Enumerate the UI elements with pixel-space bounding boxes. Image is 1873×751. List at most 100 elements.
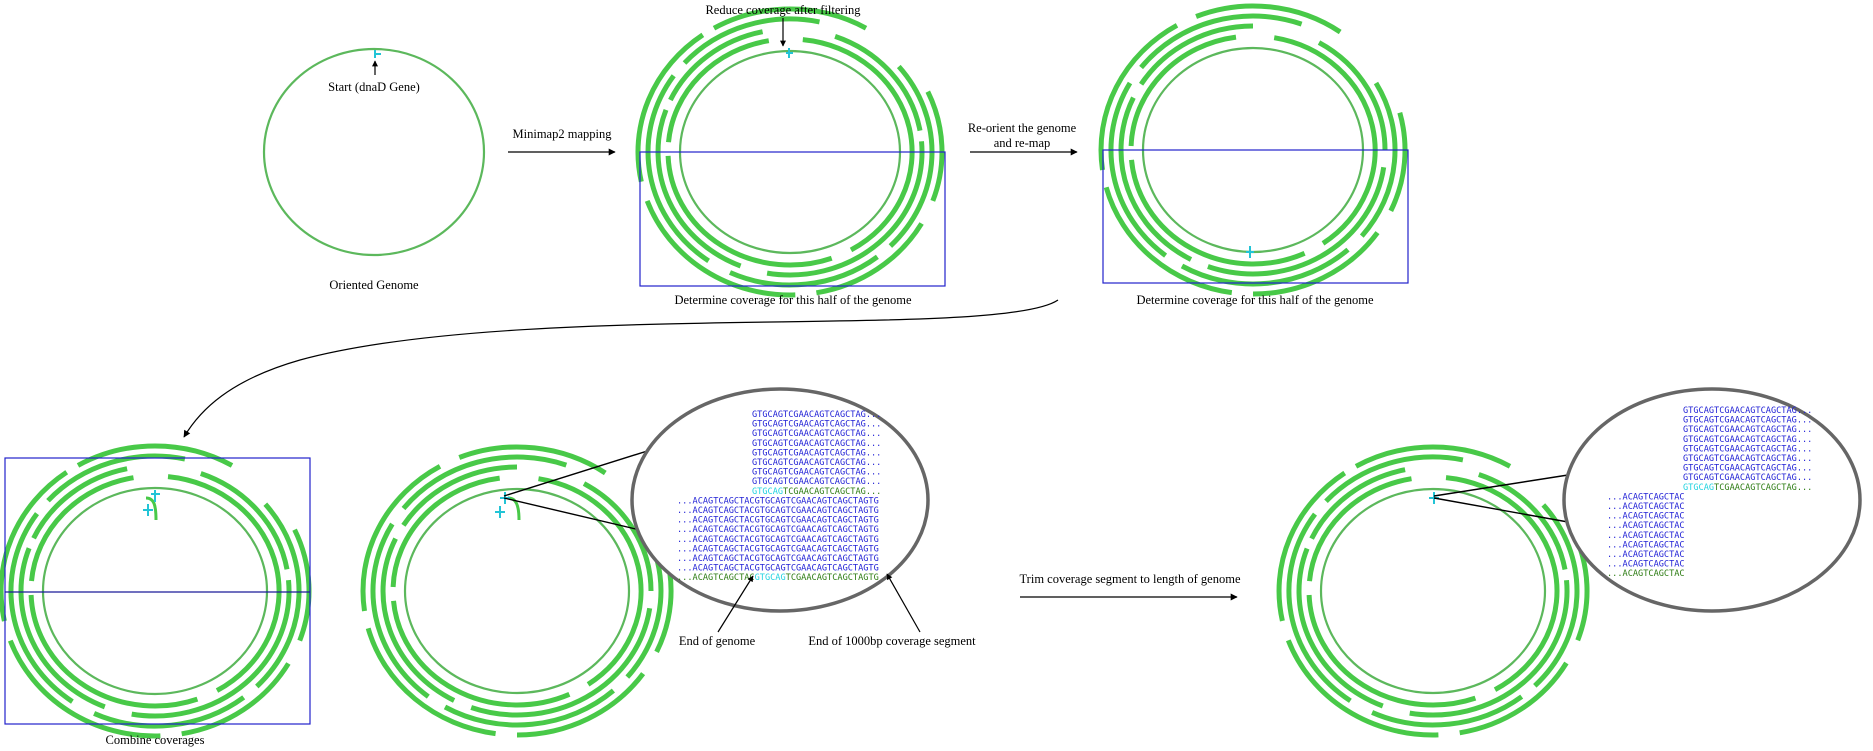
read-segment [365,627,496,737]
read-segment [1359,81,1398,238]
sequence-line: GTGCAGTCGAACAGTCAGCTAG... [752,420,881,430]
read-segment [1306,594,1477,708]
determine-label-1: Determine coverage for this half of the … [674,293,912,307]
reads-panel-4 [0,443,312,739]
read-segment [7,639,161,739]
reads-panel-2 [635,6,945,298]
read-segment [1445,475,1560,692]
read-segment [370,522,430,699]
genome-circle [403,487,631,695]
read-segment [1409,579,1570,718]
sequence-line: GTGCAGTCGAACAGTCAGCTAG... [1683,406,1812,416]
panel-mapped: Reduce coverage after filtering Determin… [635,3,946,307]
read-segment [1478,472,1568,570]
reads-panel-6 [1276,444,1590,738]
coverage-box [1102,149,1409,284]
read-segment [682,16,820,65]
zoom-circle [630,387,930,613]
sequence-line: GTGCAGTCGAACAGTCAGCTAG... [752,448,881,458]
combine-arrow [183,299,1059,438]
read-segment [644,199,796,298]
sequence-line: GTGCAGTCGAACAGTCAGCTAG... [1683,416,1812,426]
sequence-line: GTGCAGTCGAACAGTCAGCTAG... [752,410,881,420]
coverage-box [4,457,311,725]
read-segment [655,108,742,269]
read-segment [391,600,571,708]
read-segment [93,695,246,729]
read-segment [645,74,710,263]
sequence-line: ...ACAGTCAGCTAC [1607,502,1685,512]
read-segment [1354,444,1512,469]
sequence-line: ...ACAGTCAGCTACGTGCAGTCGAACAGTCAGCTAGTG [677,564,879,574]
read-segment [729,254,879,288]
start-label: Start (dnaD Gene) [328,80,420,94]
read-segment [76,443,234,468]
zoom-line-top [1433,474,1569,497]
end-genome-arrow [717,575,754,633]
reduce-label: Reduce coverage after filtering [705,3,861,17]
read-segment [1139,23,1254,86]
read-segment [834,34,923,132]
sequence-line-last: GTGCAGTCGAACAGTCAGCTAG... [1683,483,1812,493]
read-segment [1371,694,1524,728]
sequence-line: ...ACAGTCAGCTACGTGCAGTCGAACAGTCAGCTAGTG [677,525,879,535]
reads-panel-5 [360,444,674,738]
read-segment [1324,454,1464,504]
read-segment [712,6,868,31]
start-marker [786,48,793,58]
zoom-line-bottom [1433,497,1569,523]
read-segment [31,466,128,540]
read-segment [1273,35,1378,246]
reorient-label-2: and re-map [994,136,1051,150]
sequence-line: ...ACAGTCAGCTACGTGCAGTCGAACAGTCAGCTAGTG [677,544,879,554]
panel-combined: Combine coverages [0,443,312,747]
sequence-line: GTGCAGTCGAACAGTCAGCTAG... [752,458,881,468]
overhang-read [145,496,158,521]
genome-circle [1319,487,1547,695]
start-marker [1246,246,1254,258]
sequence-line: ...ACAGTCAGCTAC [1607,521,1685,531]
read-segment [1317,40,1388,151]
read-segment [181,662,291,737]
sequence-block-1: GTGCAGTCGAACAGTCAGCTAG...GTGCAGTCGAACAGT… [677,410,881,583]
read-segment [401,464,518,527]
sequence-line: ...ACAGTCAGCTAC [1607,531,1685,541]
read-segment [1459,661,1569,736]
oriented-genome-label: Oriented Genome [329,278,419,292]
read-segment [516,672,646,738]
read-segment [8,512,74,704]
genome-circle [41,486,269,696]
sequence-line: GTGCAGTCGAACAGTCAGCTAG... [752,439,881,449]
sequence-line: ...ACAGTCAGCTAC [1607,492,1685,502]
zoom-circle [1562,387,1862,613]
read-segment [1286,512,1352,703]
start-marker [374,50,381,58]
sequence-line: GTGCAGTCGAACAGTCAGCTAG... [1683,454,1812,464]
sequence-line: GTGCAGTCGAACAGTCAGCTAG... [752,477,881,487]
reorient-label-1: Re-orient the genome [968,121,1077,135]
read-segment [635,32,705,183]
read-segment [538,476,644,687]
sequence-line: ...ACAGTCAGCTAC [1607,512,1685,522]
sequence-line: ...ACAGTCAGCTAC [1607,540,1685,550]
read-segment [1129,159,1306,267]
read-segment [1388,112,1408,213]
sequence-line: GTGCAGTCGAACAGTCAGCTAG... [1683,473,1812,483]
genome-circle [262,47,486,257]
sequence-line: ...ACAGTCAGCTACGTGCAGTCGAACAGTCAGCTAGTG [677,535,879,545]
sequence-line: GTGCAGTCGAACAGTCAGCTAG... [752,429,881,439]
read-segment [167,474,282,693]
trim-label: Trim coverage segment to length of genom… [1019,572,1240,586]
read-segment [1296,547,1384,709]
combine-label: Combine coverages [106,733,205,747]
read-segment [1195,3,1342,35]
read-segment [815,222,924,296]
start-marker [495,492,510,518]
read-segment [28,594,199,709]
end-segment-arrow [886,573,921,633]
read-segment [131,579,292,719]
read-segment [1207,166,1387,277]
read-segment [1098,23,1179,171]
read-segment [1103,186,1233,296]
read-segment [1533,503,1580,688]
